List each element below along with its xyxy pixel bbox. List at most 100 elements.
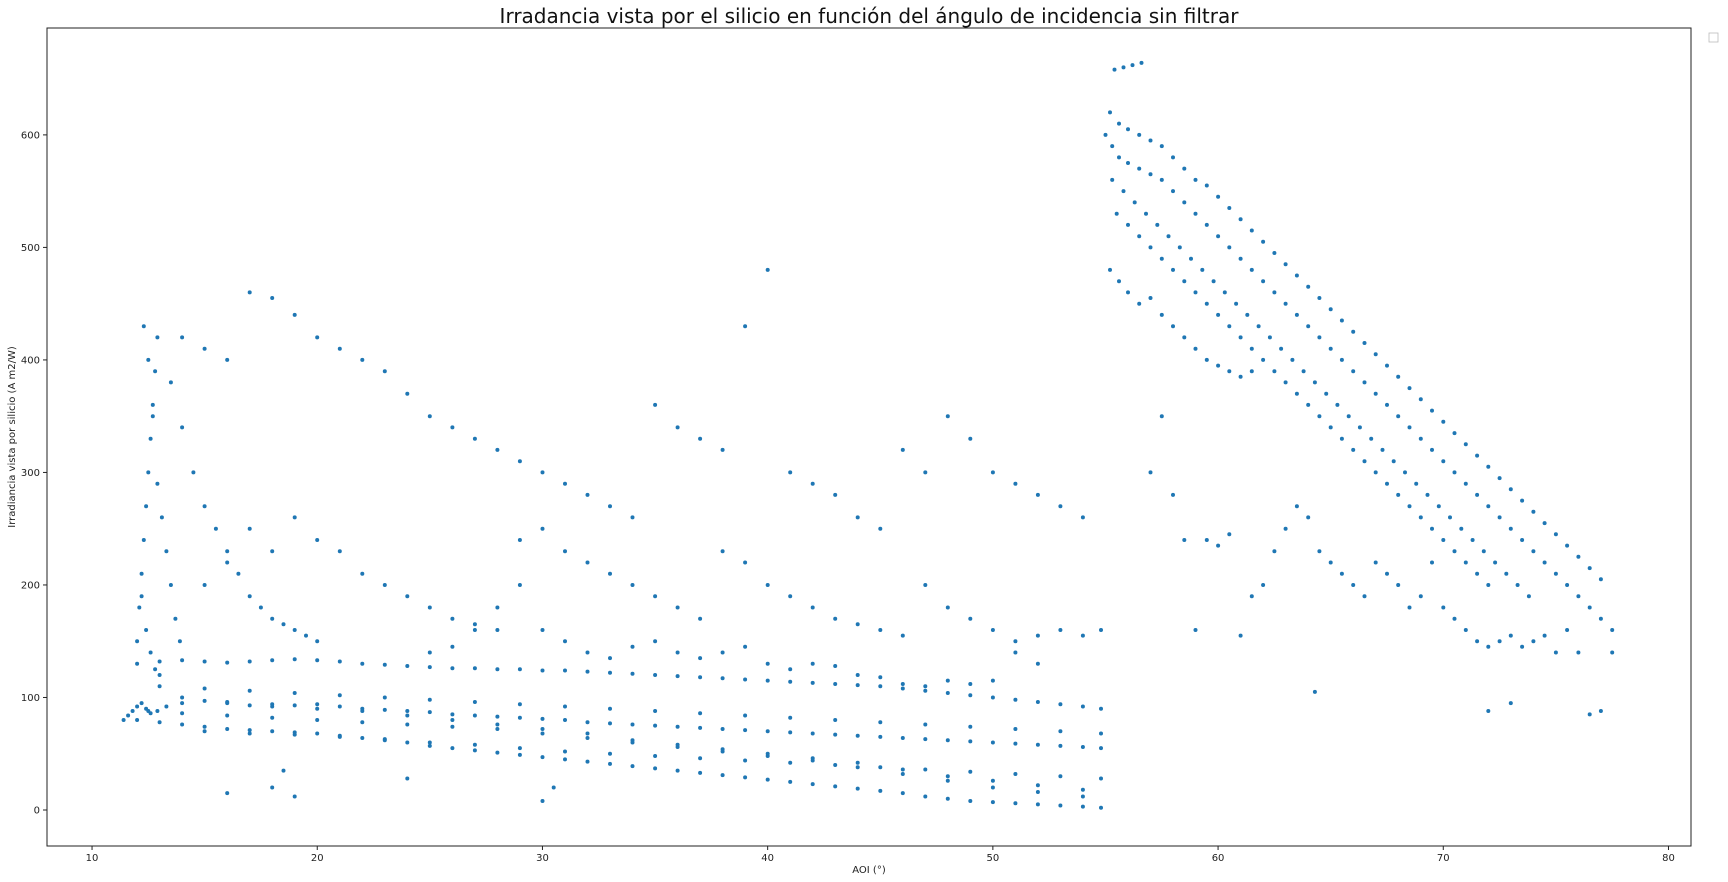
data-point [1249, 346, 1254, 351]
data-point [1515, 583, 1520, 587]
y-axis-ticks: 0 100 200 300 400 500 600 [21, 130, 47, 816]
data-point [517, 746, 522, 751]
data-point [1249, 228, 1254, 233]
data-point [1306, 284, 1311, 289]
data-point [1508, 487, 1513, 492]
data-point [1553, 532, 1558, 537]
data-point [1159, 312, 1164, 317]
data-point [1328, 307, 1333, 312]
data-point [225, 560, 230, 565]
data-point [405, 740, 410, 745]
data-point [540, 727, 545, 731]
data-point [1099, 746, 1103, 751]
data-point [382, 583, 387, 587]
data-point [1470, 538, 1475, 542]
data-point [495, 628, 500, 632]
data-point [292, 703, 297, 708]
data-point [1121, 189, 1126, 194]
data-point [833, 616, 838, 621]
data-point [968, 436, 973, 441]
data-point [1542, 560, 1547, 565]
data-point [1227, 245, 1232, 250]
data-point [968, 769, 973, 774]
data-point [1418, 515, 1423, 520]
data-point [878, 788, 883, 793]
data-point [1385, 402, 1389, 407]
data-point [1110, 177, 1115, 182]
data-point [472, 666, 477, 671]
data-point [810, 756, 815, 761]
data-point [1385, 481, 1389, 486]
data-point [1373, 560, 1378, 565]
data-point [765, 777, 770, 782]
data-point [177, 639, 182, 644]
data-point [157, 720, 162, 725]
data-point [1117, 121, 1121, 126]
data-point [923, 470, 928, 475]
data-point [1216, 312, 1221, 317]
data-point [225, 357, 230, 362]
data-point [990, 470, 995, 475]
data-point [1317, 549, 1322, 554]
data-point [698, 725, 703, 730]
data-point [1013, 650, 1018, 655]
data-point [1099, 731, 1103, 736]
data-point [833, 664, 838, 668]
data-point [1317, 414, 1322, 419]
data-point [472, 628, 477, 632]
data-point [337, 704, 342, 709]
data-point [126, 713, 131, 718]
data-point [157, 673, 162, 677]
data-point [1362, 380, 1367, 385]
data-point [585, 759, 590, 764]
data-point [563, 704, 567, 709]
data-point [1576, 650, 1581, 655]
data-point [855, 765, 860, 770]
data-point [202, 686, 207, 691]
data-point [144, 504, 149, 509]
data-point [1137, 132, 1142, 137]
data-point [281, 768, 286, 773]
data-point [1272, 369, 1277, 374]
data-point [1035, 633, 1040, 638]
data-point [878, 675, 883, 680]
data-point [141, 324, 146, 329]
data-point [141, 538, 146, 542]
data-point [1193, 177, 1198, 182]
data-point [1294, 504, 1299, 509]
data-point [765, 583, 770, 587]
data-point [675, 425, 680, 430]
data-point [130, 709, 135, 713]
data-point [1182, 200, 1187, 205]
data-point [1430, 526, 1434, 531]
y-tick-label: 0 [34, 805, 40, 816]
data-point [1204, 301, 1209, 306]
data-point [180, 701, 185, 706]
data-point [1486, 644, 1491, 649]
data-point [1114, 211, 1119, 216]
data-point [135, 718, 140, 722]
data-point [495, 727, 500, 731]
data-point [1159, 144, 1164, 149]
data-point [1080, 794, 1085, 799]
data-point [1463, 442, 1468, 447]
data-point [405, 722, 410, 727]
data-point [1441, 419, 1446, 424]
data-point [1351, 369, 1356, 374]
data-point [337, 734, 342, 739]
data-point [1396, 374, 1401, 379]
data-point [1373, 352, 1378, 357]
data-point [1013, 481, 1018, 486]
data-point [968, 616, 973, 621]
data-point [1520, 498, 1525, 503]
data-point [923, 767, 928, 772]
data-point [247, 688, 252, 693]
data-point [1339, 357, 1344, 362]
data-point [1099, 706, 1103, 711]
data-point [1396, 414, 1401, 419]
data-point [1385, 571, 1389, 576]
x-tick-label: 20 [311, 853, 324, 864]
data-point [1553, 571, 1558, 576]
x-tick-label: 60 [1212, 853, 1225, 864]
data-point [630, 764, 635, 769]
